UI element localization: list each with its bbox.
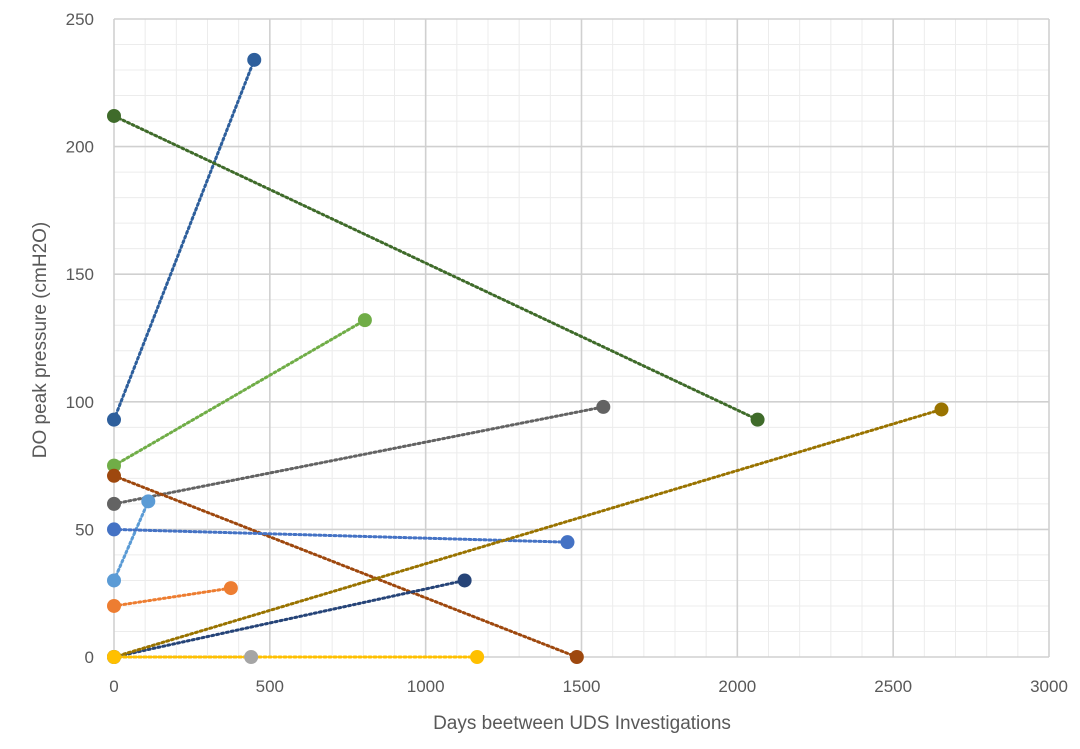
y-tick-label: 250 [66, 10, 94, 29]
data-point [247, 52, 262, 67]
y-tick-label: 100 [66, 393, 94, 412]
y-axis-title: DO peak pressure (cmH2O) [30, 222, 51, 459]
x-tick-label: 1500 [563, 677, 601, 696]
data-point [244, 650, 259, 664]
data-point [107, 496, 121, 511]
series-line [112, 474, 579, 659]
data-point [107, 468, 121, 483]
data-point [596, 399, 611, 414]
data-point [107, 573, 121, 588]
data-point [141, 494, 156, 509]
data-point [560, 535, 575, 550]
x-tick-label: 2500 [874, 677, 912, 696]
data-point [107, 458, 121, 473]
y-tick-label: 50 [75, 520, 94, 539]
series-line [112, 114, 760, 422]
x-axis-title: Days beetween UDS Investigations [433, 713, 731, 734]
y-tick-label: 150 [66, 265, 94, 284]
x-axis-ticks: 0 500 1000 1500 2000 2500 3000 [109, 677, 1068, 696]
series-line [112, 318, 367, 468]
data-point [107, 522, 121, 537]
data-point [107, 412, 121, 427]
series-line [112, 578, 467, 659]
series-line [112, 407, 943, 659]
data-point [107, 650, 121, 664]
data-point [569, 650, 584, 664]
y-tick-label: 200 [66, 138, 94, 157]
data-point [457, 573, 472, 588]
series-lines [112, 58, 943, 659]
data-point [223, 581, 238, 596]
data-point [107, 108, 121, 123]
x-tick-label: 0 [109, 677, 118, 696]
series-line [112, 586, 233, 608]
data-point [470, 650, 485, 664]
x-tick-label: 1000 [407, 677, 445, 696]
data-point [357, 313, 372, 328]
data-point [750, 412, 765, 427]
data-point [107, 598, 121, 613]
x-tick-label: 2000 [718, 677, 756, 696]
x-tick-label: 3000 [1030, 677, 1068, 696]
series-line [112, 58, 256, 422]
series-line [112, 527, 569, 544]
series-line [112, 499, 150, 582]
x-tick-label: 500 [256, 677, 284, 696]
y-axis-ticks: 0 50 100 150 200 250 [66, 10, 94, 667]
series-points [107, 52, 949, 664]
series-line [112, 405, 605, 506]
y-tick-label: 0 [85, 648, 94, 667]
data-point [934, 402, 949, 417]
